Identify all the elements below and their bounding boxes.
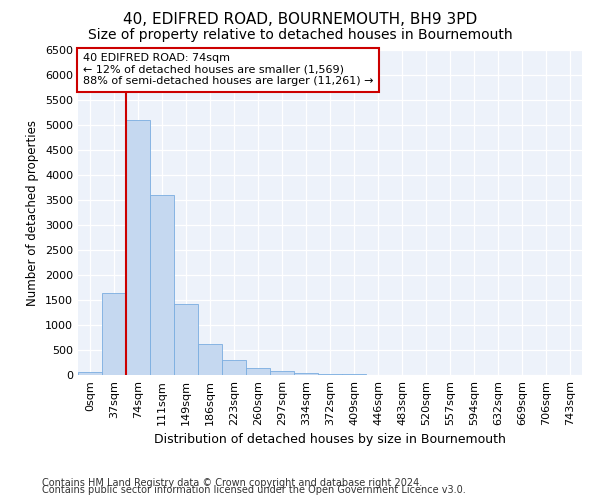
Bar: [198, 344, 222, 375]
Bar: [126, 120, 150, 375]
Bar: [294, 372, 318, 375]
Text: Contains HM Land Registry data © Crown copyright and database right 2024.: Contains HM Land Registry data © Crown c…: [42, 478, 422, 488]
Y-axis label: Number of detached properties: Number of detached properties: [26, 120, 40, 306]
Bar: [150, 195, 174, 375]
Bar: [222, 360, 246, 375]
X-axis label: Distribution of detached houses by size in Bournemouth: Distribution of detached houses by size …: [154, 434, 506, 446]
Bar: [78, 372, 102, 375]
Bar: [318, 374, 342, 375]
Text: Contains public sector information licensed under the Open Government Licence v3: Contains public sector information licen…: [42, 485, 466, 495]
Text: Size of property relative to detached houses in Bournemouth: Size of property relative to detached ho…: [88, 28, 512, 42]
Bar: [174, 304, 198, 375]
Bar: [270, 371, 294, 375]
Bar: [342, 374, 366, 375]
Bar: [246, 368, 270, 375]
Bar: [102, 292, 126, 375]
Text: 40, EDIFRED ROAD, BOURNEMOUTH, BH9 3PD: 40, EDIFRED ROAD, BOURNEMOUTH, BH9 3PD: [123, 12, 477, 28]
Bar: [366, 374, 390, 375]
Text: 40 EDIFRED ROAD: 74sqm
← 12% of detached houses are smaller (1,569)
88% of semi-: 40 EDIFRED ROAD: 74sqm ← 12% of detached…: [83, 53, 374, 86]
